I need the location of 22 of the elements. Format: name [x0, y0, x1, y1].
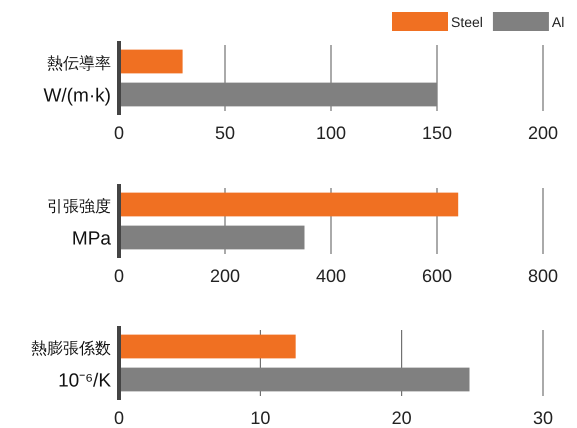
legend-label: Al — [552, 14, 564, 30]
x-tick-label: 50 — [214, 123, 236, 143]
y-tick-label: 10⁻⁶/K — [58, 370, 112, 392]
x-tick-label: 150 — [422, 123, 452, 143]
x-tick-label: 30 — [532, 408, 554, 428]
x-tick-label: 0 — [114, 266, 124, 286]
x-tick-label: 600 — [422, 266, 452, 286]
legend-label: Steel — [451, 14, 483, 30]
y-tick-label: 熱伝導率 — [47, 54, 111, 72]
y-tick-label: 引張強度 — [47, 198, 111, 216]
y-tick-label: MPa — [72, 228, 112, 250]
x-tick-label: 200 — [210, 266, 240, 286]
x-tick-label: 400 — [316, 266, 346, 286]
x-tick-label: 0 — [114, 408, 124, 428]
x-tick-label: 20 — [392, 408, 412, 428]
y-tick-label: W/(m·k) — [43, 86, 111, 106]
x-tick-label: 10 — [250, 408, 270, 428]
x-tick-label: 100 — [316, 123, 346, 143]
x-tick-label: 0 — [114, 123, 124, 143]
x-tick-label: 200 — [528, 123, 558, 143]
x-tick-label: 800 — [528, 266, 558, 286]
y-tick-label: 熱膨張係数 — [31, 340, 111, 358]
